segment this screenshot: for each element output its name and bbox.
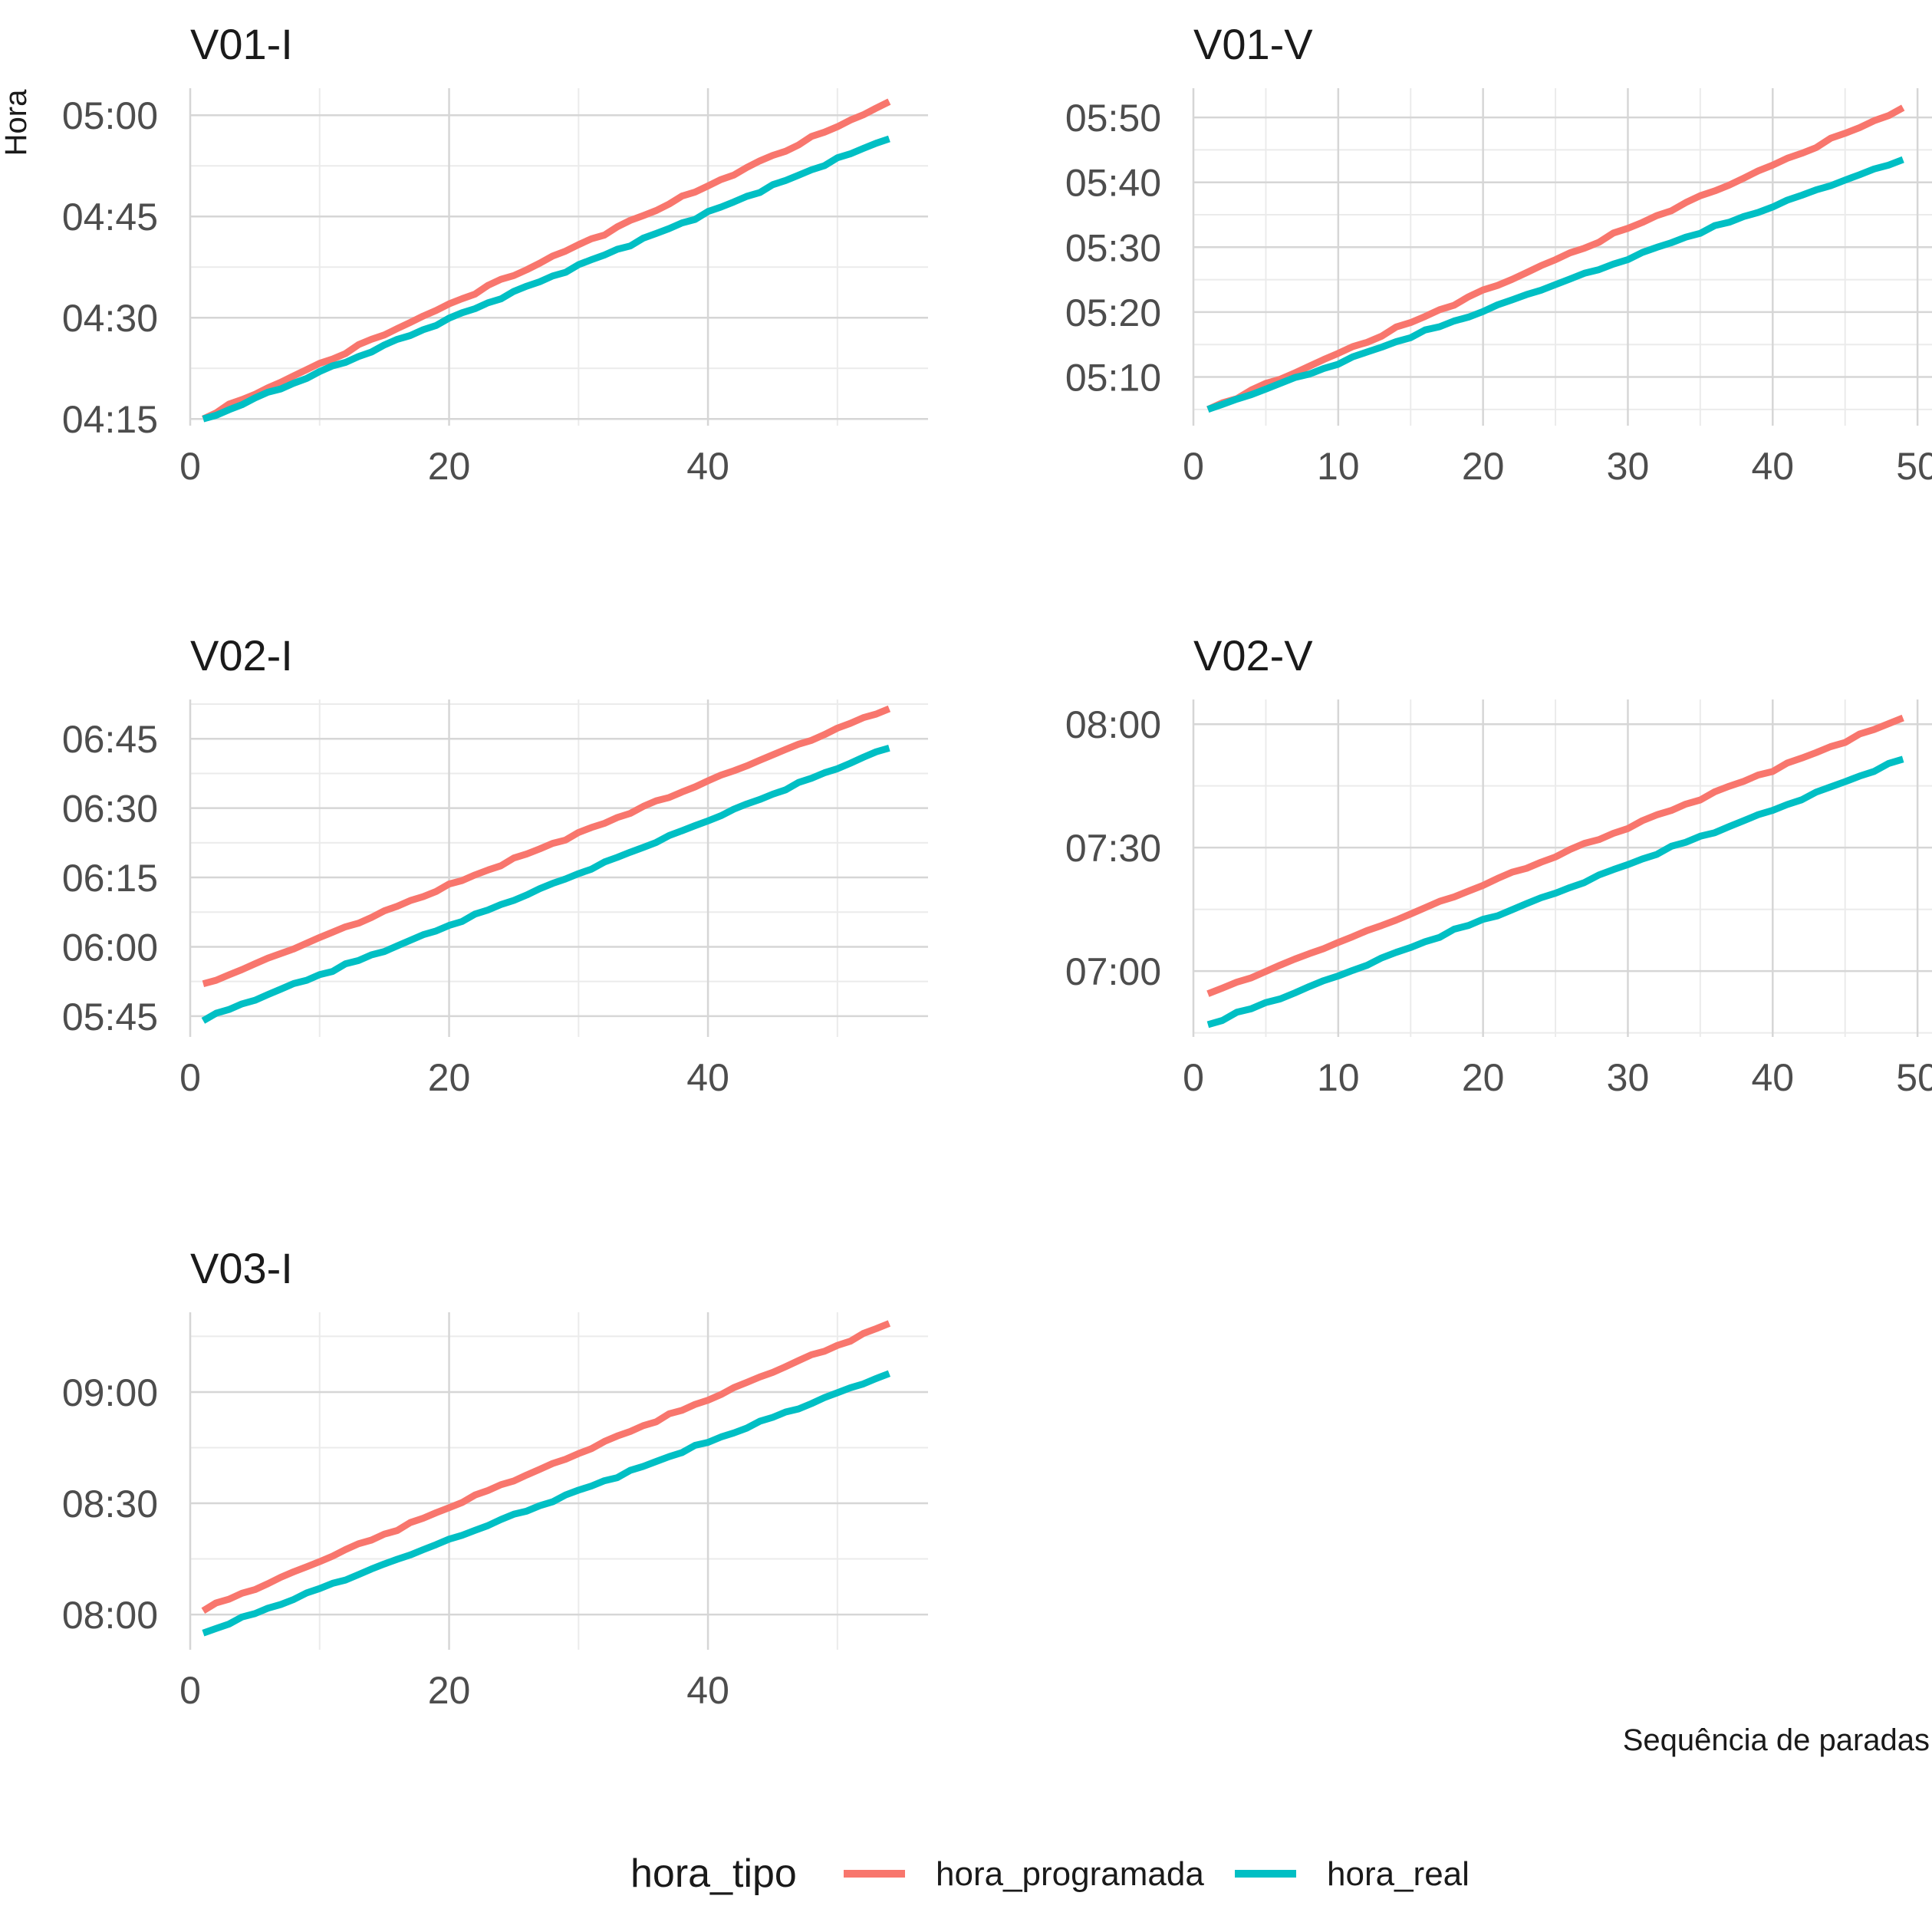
y-tick-label: 09:00 bbox=[62, 1371, 158, 1414]
x-tick-label: 30 bbox=[1607, 445, 1650, 488]
x-tick-label: 40 bbox=[686, 1056, 729, 1099]
x-tick-label: 20 bbox=[1462, 1056, 1505, 1099]
y-tick-label: 05:45 bbox=[62, 996, 158, 1038]
y-tick-label: 08:30 bbox=[62, 1483, 158, 1526]
y-tick-label: 05:30 bbox=[1065, 226, 1161, 269]
x-tick-label: 20 bbox=[428, 445, 471, 488]
y-axis-title: Hora bbox=[0, 89, 33, 156]
y-tick-label: 06:00 bbox=[62, 926, 158, 969]
x-tick-label: 20 bbox=[428, 1056, 471, 1099]
series-line-hora-programada bbox=[202, 705, 891, 988]
series-line-hora-programada bbox=[1206, 714, 1904, 997]
series-line-hora-real bbox=[202, 1370, 891, 1637]
y-tick-label: 06:15 bbox=[62, 857, 158, 900]
x-tick-label: 50 bbox=[1896, 1056, 1932, 1099]
x-tick-label: 20 bbox=[1462, 445, 1505, 488]
facet-title: V01-I bbox=[190, 20, 293, 68]
y-tick-label: 05:10 bbox=[1065, 357, 1161, 400]
facet-title: V02-I bbox=[190, 631, 293, 680]
x-tick-label: 0 bbox=[1183, 445, 1204, 488]
x-tick-label: 0 bbox=[179, 1669, 201, 1712]
y-tick-label: 04:45 bbox=[62, 196, 158, 239]
x-tick-label: 40 bbox=[686, 445, 729, 488]
y-tick-label: 08:00 bbox=[1065, 703, 1161, 746]
x-axis-title: Sequência de paradas bbox=[1623, 1723, 1930, 1757]
y-tick-label: 07:00 bbox=[1065, 950, 1161, 993]
x-tick-label: 0 bbox=[179, 1056, 201, 1099]
x-tick-label: 20 bbox=[428, 1669, 471, 1712]
series-line-hora-real bbox=[1206, 755, 1904, 1029]
y-tick-label: 04:30 bbox=[62, 297, 158, 340]
x-tick-label: 10 bbox=[1317, 1056, 1360, 1099]
x-tick-label: 30 bbox=[1607, 1056, 1650, 1099]
y-tick-label: 04:15 bbox=[62, 398, 158, 441]
facet-title: V01-V bbox=[1193, 20, 1313, 68]
x-tick-label: 10 bbox=[1317, 445, 1360, 488]
series-line-hora-real bbox=[201, 744, 890, 1024]
series-line-hora-real bbox=[202, 135, 890, 423]
facet-title: V03-I bbox=[190, 1244, 293, 1292]
series-line-hora-programada bbox=[201, 1320, 891, 1614]
facet-title: V02-V bbox=[1193, 631, 1313, 680]
y-tick-label: 06:45 bbox=[62, 718, 158, 761]
x-tick-label: 40 bbox=[686, 1669, 729, 1712]
y-tick-label: 07:30 bbox=[1065, 827, 1161, 870]
y-tick-label: 05:00 bbox=[62, 94, 158, 137]
x-tick-label: 40 bbox=[1751, 1056, 1794, 1099]
x-tick-label: 0 bbox=[179, 445, 201, 488]
legend-label: hora_real bbox=[1327, 1855, 1470, 1893]
legend-title: hora_tipo bbox=[630, 1851, 797, 1896]
x-tick-label: 50 bbox=[1896, 445, 1932, 488]
x-tick-label: 0 bbox=[1183, 1056, 1204, 1099]
legend-label: hora_programada bbox=[936, 1855, 1204, 1893]
series-line-hora-programada bbox=[1206, 104, 1905, 413]
y-tick-label: 05:20 bbox=[1065, 291, 1161, 334]
y-tick-label: 06:30 bbox=[62, 788, 158, 831]
y-tick-label: 05:40 bbox=[1065, 162, 1161, 205]
x-tick-label: 40 bbox=[1751, 445, 1794, 488]
y-tick-label: 08:00 bbox=[62, 1594, 158, 1637]
y-tick-label: 05:50 bbox=[1065, 97, 1161, 140]
series-line-hora-programada bbox=[201, 98, 891, 423]
series-line-hora-real bbox=[1206, 156, 1904, 413]
